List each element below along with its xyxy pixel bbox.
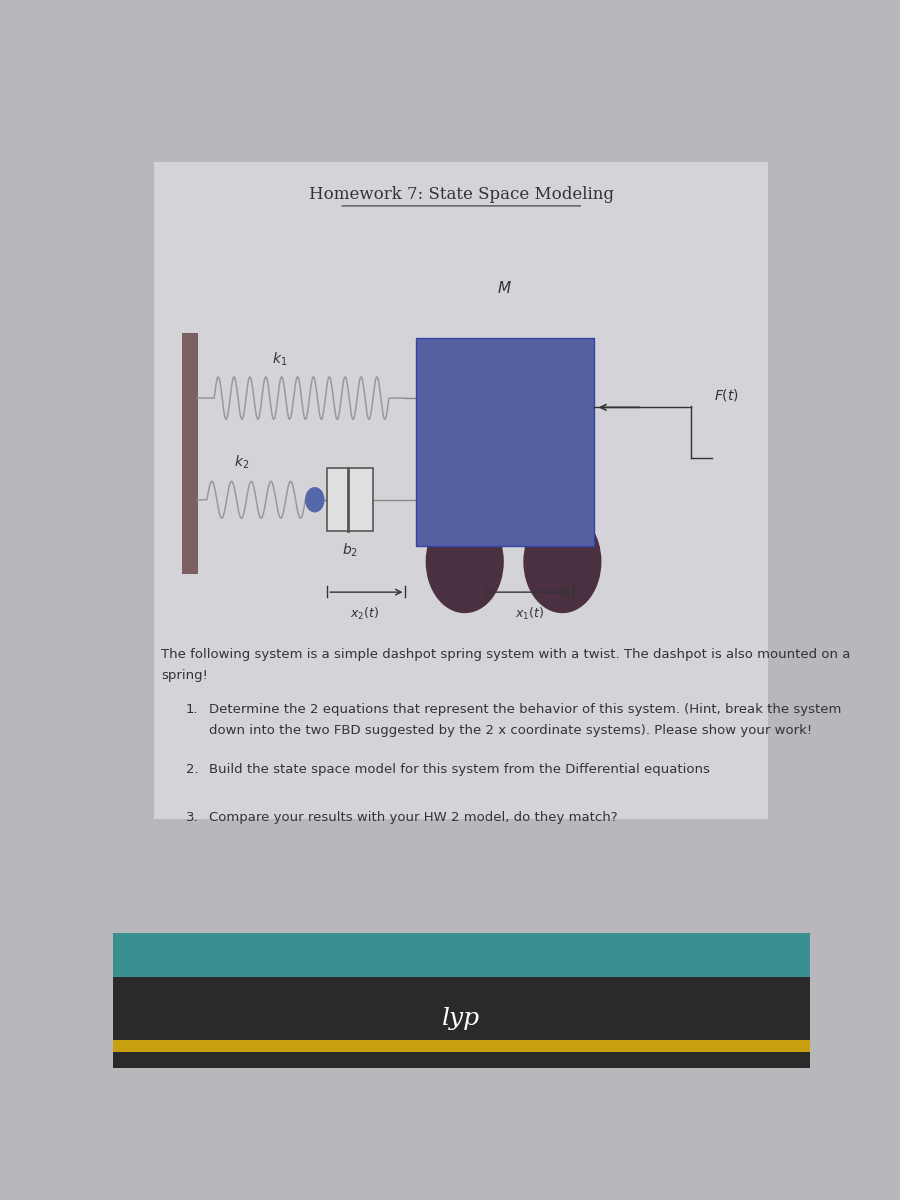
Bar bbox=[112, 978, 810, 1068]
Text: $k_2$: $k_2$ bbox=[234, 454, 249, 472]
Text: Homework 7: State Space Modeling: Homework 7: State Space Modeling bbox=[309, 186, 614, 203]
Text: The following system is a simple dashpot spring system with a twist. The dashpot: The following system is a simple dashpot… bbox=[161, 648, 850, 660]
Bar bbox=[182, 334, 198, 574]
Text: $M$: $M$ bbox=[497, 281, 512, 296]
Text: 2.: 2. bbox=[185, 763, 198, 776]
Circle shape bbox=[427, 511, 503, 612]
Text: 3.: 3. bbox=[185, 811, 198, 824]
Circle shape bbox=[306, 487, 324, 511]
Text: Determine the 2 equations that represent the behavior of this system. (Hint, bre: Determine the 2 equations that represent… bbox=[209, 703, 842, 716]
Text: $x_1(t)$: $x_1(t)$ bbox=[515, 606, 544, 622]
Bar bbox=[112, 1040, 810, 1052]
Text: $x_2(t)$: $x_2(t)$ bbox=[350, 606, 380, 622]
Text: $k_1$: $k_1$ bbox=[273, 350, 287, 367]
Circle shape bbox=[524, 511, 601, 612]
Text: 1.: 1. bbox=[185, 703, 198, 716]
Text: down into the two FBD suggested by the 2 x coordinate systems). Please show your: down into the two FBD suggested by the 2… bbox=[209, 725, 812, 737]
Bar bbox=[155, 162, 768, 818]
Text: $b_2$: $b_2$ bbox=[342, 541, 357, 559]
Text: Compare your results with your HW 2 model, do they match?: Compare your results with your HW 2 mode… bbox=[209, 811, 617, 824]
Text: Build the state space model for this system from the Differential equations: Build the state space model for this sys… bbox=[209, 763, 709, 776]
Bar bbox=[112, 934, 810, 978]
Text: spring!: spring! bbox=[161, 668, 208, 682]
Bar bbox=[416, 338, 594, 546]
Bar bbox=[328, 468, 373, 532]
Text: $F(t)$: $F(t)$ bbox=[714, 388, 739, 403]
Text: lyp: lyp bbox=[442, 1007, 481, 1030]
